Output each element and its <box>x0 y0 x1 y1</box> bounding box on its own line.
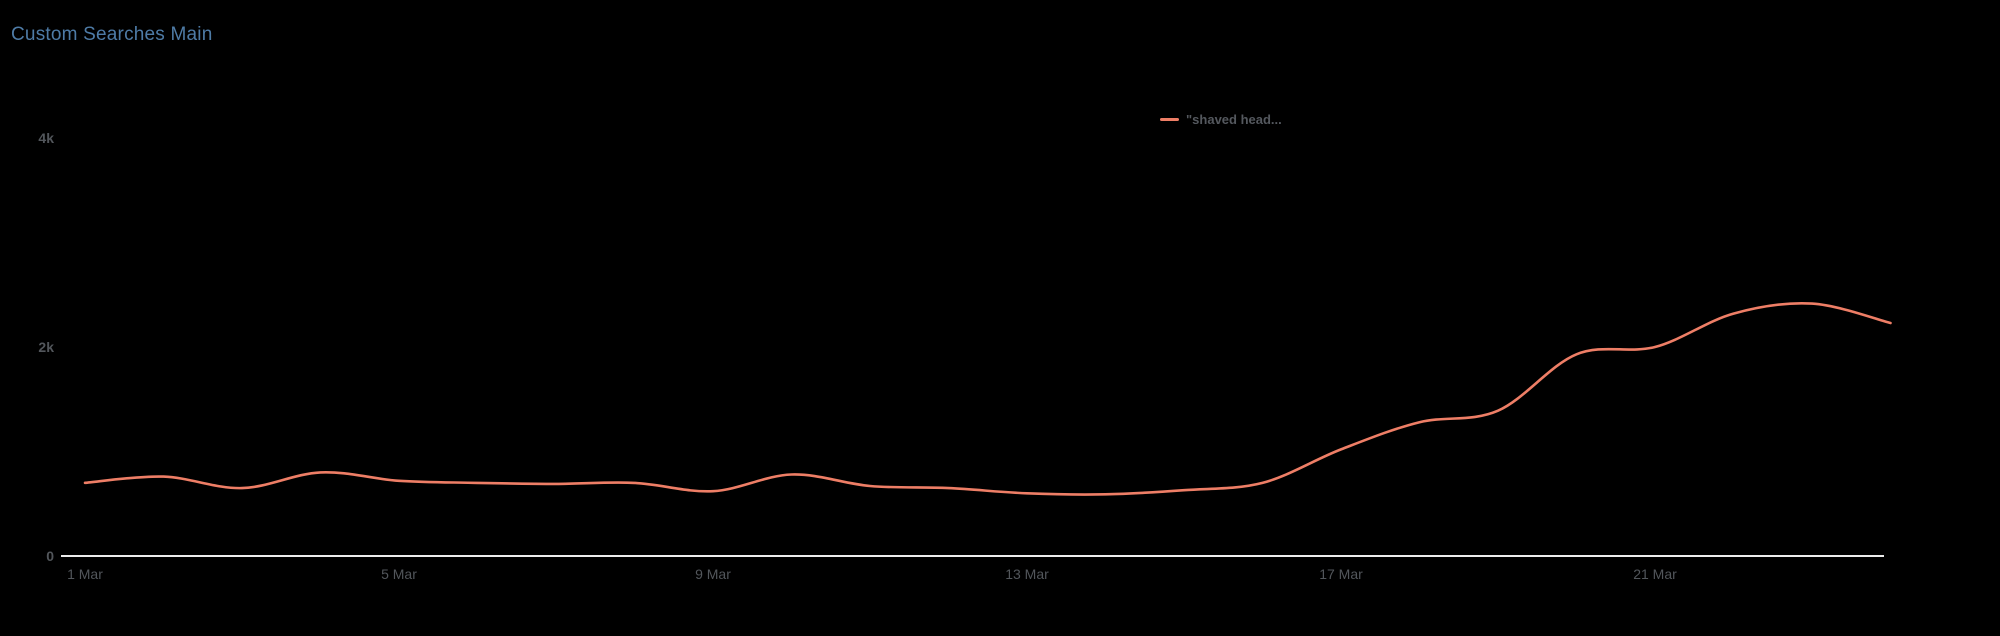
series-line-shaved-head <box>83 302 1892 496</box>
y-tick-label: 0 <box>46 548 54 564</box>
x-tick-label: 13 Mar <box>1005 566 1049 582</box>
legend-label: "shaved head... <box>1186 112 1282 127</box>
x-tick-label: 21 Mar <box>1633 566 1677 582</box>
y-tick-label: 4k <box>38 130 54 146</box>
legend-item-shaved-head[interactable]: "shaved head... <box>1160 112 1282 127</box>
x-tick-label: 1 Mar <box>67 566 103 582</box>
x-tick-label: 5 Mar <box>381 566 417 582</box>
x-tick-label: 9 Mar <box>695 566 731 582</box>
legend-line-swatch <box>1160 118 1179 121</box>
y-tick-label: 2k <box>38 339 54 355</box>
chart-legend: "shaved head... <box>1160 112 1282 127</box>
page-title: Custom Searches Main <box>11 24 213 45</box>
x-tick-label: 17 Mar <box>1319 566 1363 582</box>
